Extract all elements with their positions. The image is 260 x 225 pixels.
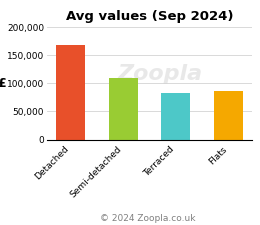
Bar — [109, 78, 138, 140]
Bar — [161, 93, 190, 140]
Title: Avg values (Sep 2024): Avg values (Sep 2024) — [66, 10, 233, 23]
Bar — [56, 45, 85, 140]
Text: Zoopla: Zoopla — [117, 64, 202, 84]
Y-axis label: £: £ — [0, 77, 5, 90]
Text: © 2024 Zoopla.co.uk: © 2024 Zoopla.co.uk — [100, 214, 196, 223]
Bar — [214, 90, 243, 140]
